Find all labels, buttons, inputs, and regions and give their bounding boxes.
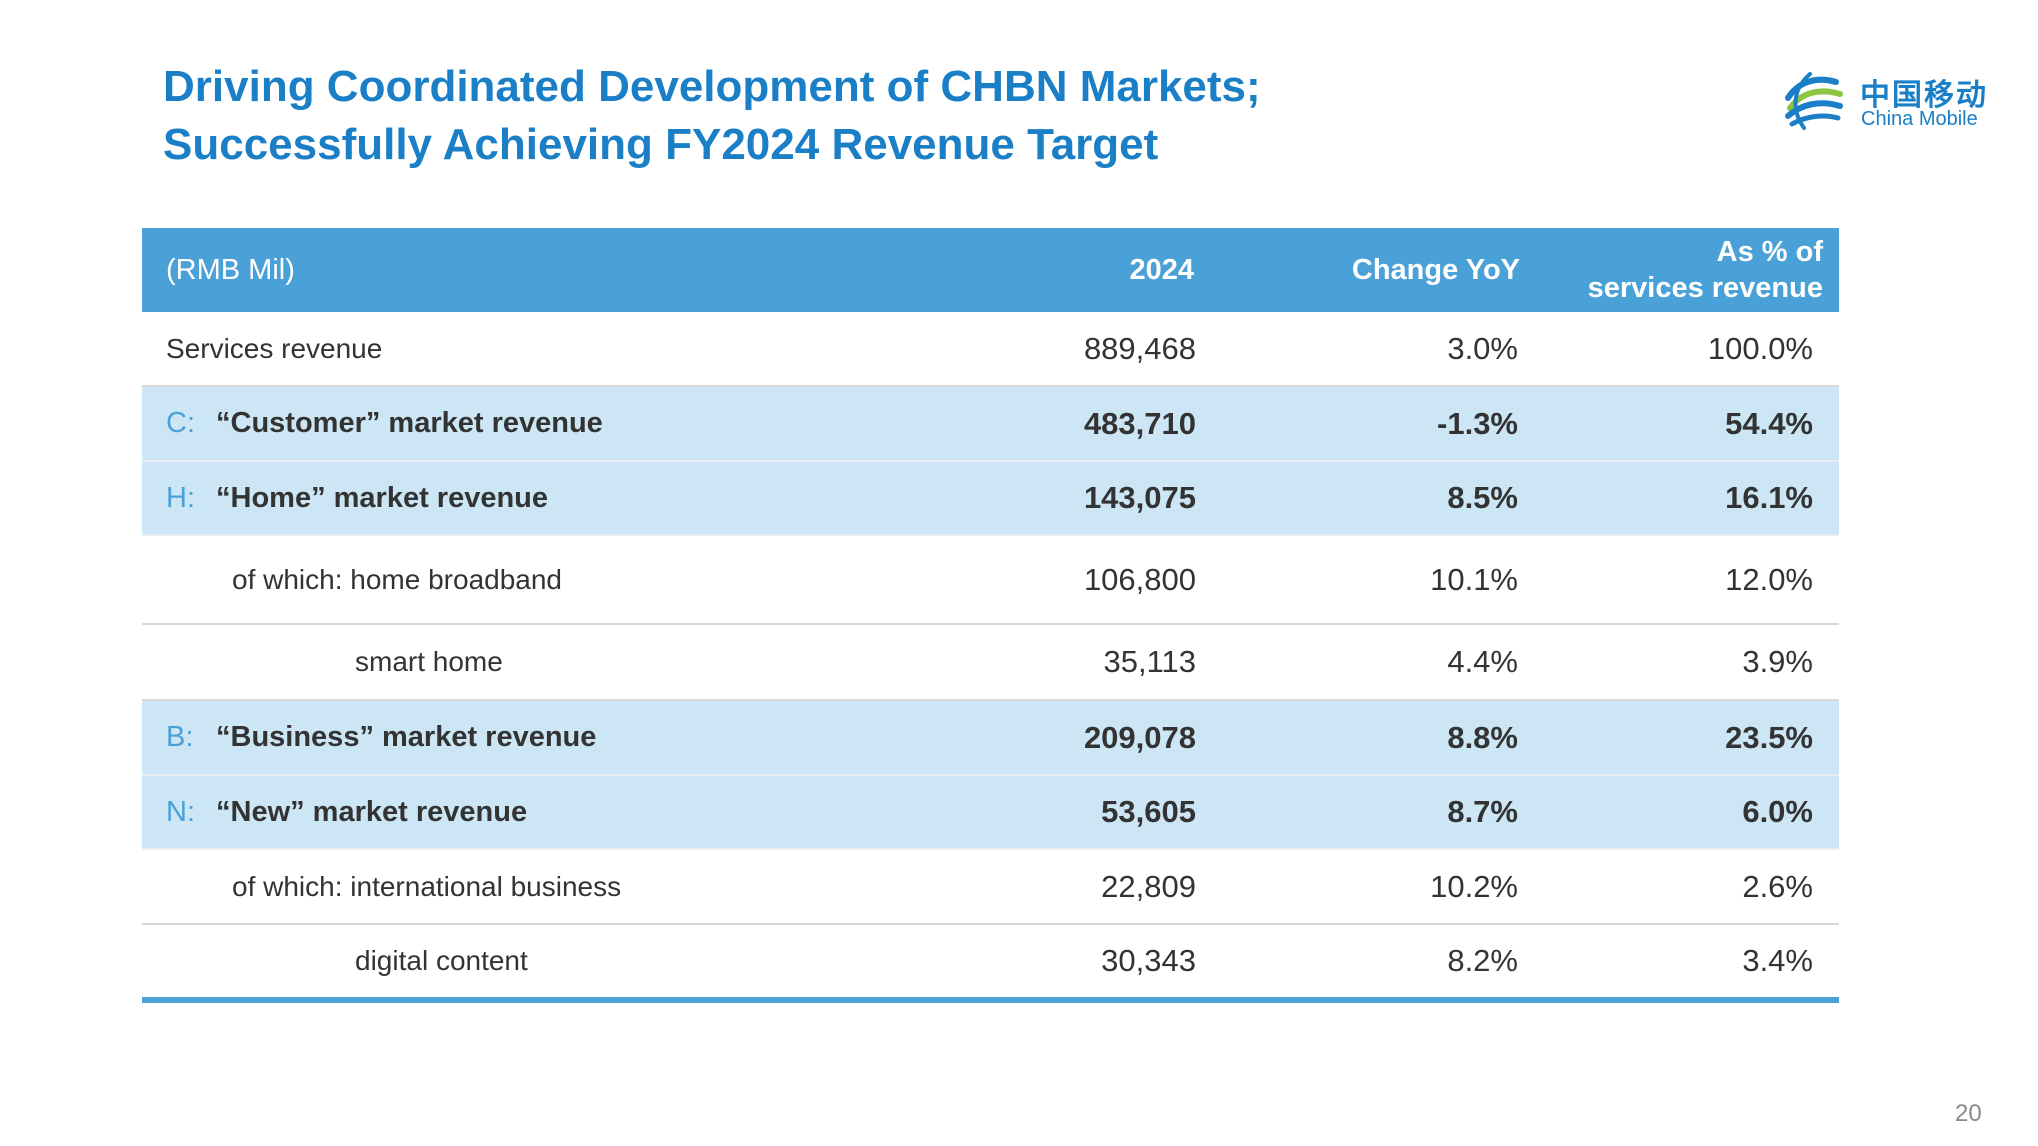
page-number: 20	[1955, 1100, 1982, 1127]
table-row: B: “Business” market revenue 209,078 8.8%…	[142, 700, 1839, 776]
row-label-cell: N: “New” market revenue	[142, 775, 910, 850]
page-title-line-1: Driving Coordinated Development of CHBN …	[163, 62, 1261, 111]
row-share: 6.0%	[1560, 775, 1839, 850]
table-row: N: “New” market revenue 53,605 8.7% 6.0%	[142, 775, 1839, 850]
row-share: 54.4%	[1560, 386, 1839, 462]
page-title: Driving Coordinated Development of CHBN …	[163, 58, 1261, 174]
row-share: 12.0%	[1560, 535, 1839, 625]
row-share: 3.9%	[1560, 624, 1839, 701]
row-value: 22,809	[910, 849, 1210, 925]
row-change: 8.5%	[1210, 461, 1560, 536]
row-share: 3.4%	[1560, 924, 1839, 1003]
table-row: smart home 35,113 4.4% 3.9%	[142, 624, 1839, 701]
row-value: 30,343	[910, 924, 1210, 1003]
row-value: 143,075	[910, 461, 1210, 536]
row-label: of which: international business	[142, 849, 910, 925]
row-label: “Home” market revenue	[216, 481, 549, 514]
market-letter: H:	[166, 481, 195, 514]
table-header-row: (RMB Mil) 2024 Change YoY As % of servic…	[142, 228, 1839, 312]
row-label: digital content	[142, 924, 910, 1003]
row-value: 483,710	[910, 386, 1210, 462]
row-value: 889,468	[910, 312, 1210, 387]
row-value: 53,605	[910, 775, 1210, 850]
row-change: 8.2%	[1210, 924, 1560, 1003]
row-change: 4.4%	[1210, 624, 1560, 701]
table-row: of which: international business 22,809 …	[142, 849, 1839, 925]
row-share: 2.6%	[1560, 849, 1839, 925]
market-letter: B:	[166, 721, 194, 753]
table-row: Services revenue 889,468 3.0% 100.0%	[142, 312, 1839, 387]
row-share: 100.0%	[1560, 312, 1839, 387]
table-row: H: “Home” market revenue 143,075 8.5% 16.…	[142, 461, 1839, 536]
logo-english-text: China Mobile	[1861, 108, 1978, 130]
market-letter: N:	[166, 795, 195, 828]
header-share-line-2: services revenue	[1587, 272, 1823, 304]
header-2024: 2024	[1129, 254, 1194, 286]
row-label: “Customer” market revenue	[216, 407, 603, 439]
row-label: “New” market revenue	[216, 795, 528, 828]
row-change: 10.2%	[1210, 849, 1560, 925]
header-share-line-1: As % of	[1716, 236, 1823, 268]
row-share: 16.1%	[1560, 461, 1839, 536]
revenue-table: (RMB Mil) 2024 Change YoY As % of servic…	[142, 228, 1839, 1003]
row-value: 35,113	[910, 624, 1210, 701]
row-label: smart home	[142, 624, 910, 701]
page-title-line-2: Successfully Achieving FY2024 Revenue Ta…	[163, 120, 1159, 169]
row-label: “Business” market revenue	[216, 721, 597, 753]
row-label: Services revenue	[142, 312, 910, 387]
row-change: 10.1%	[1210, 535, 1560, 625]
header-unit: (RMB Mil)	[166, 254, 295, 286]
china-mobile-logo: 中国移动 China Mobile	[1780, 68, 2000, 136]
row-value: 106,800	[910, 535, 1210, 625]
header-change-yoy: Change YoY	[1351, 254, 1520, 286]
logo-chinese-text: 中国移动	[1860, 78, 1988, 113]
row-label-cell: C: “Customer” market revenue	[142, 386, 910, 462]
row-label-cell: H: “Home” market revenue	[142, 461, 910, 536]
row-change: 3.0%	[1210, 312, 1560, 387]
row-value: 209,078	[910, 700, 1210, 776]
row-label: of which: home broadband	[142, 535, 910, 625]
market-letter: C:	[166, 407, 195, 439]
table-row: of which: home broadband 106,800 10.1% 1…	[142, 535, 1839, 625]
china-mobile-logo-icon	[1785, 72, 1843, 130]
row-change: -1.3%	[1210, 386, 1560, 462]
header-share: As % of services revenue	[1560, 228, 1839, 312]
row-change: 8.8%	[1210, 700, 1560, 776]
table-row: C: “Customer” market revenue 483,710 -1.3…	[142, 386, 1839, 462]
row-label-cell: B: “Business” market revenue	[142, 700, 910, 776]
row-change: 8.7%	[1210, 775, 1560, 850]
table-row: digital content 30,343 8.2% 3.4%	[142, 924, 1839, 1003]
row-share: 23.5%	[1560, 700, 1839, 776]
